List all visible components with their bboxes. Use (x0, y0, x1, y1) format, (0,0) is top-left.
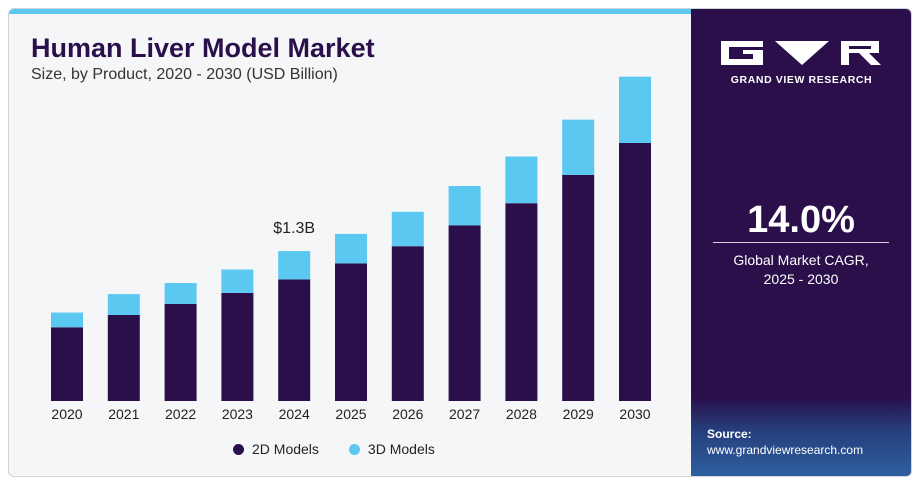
brand-name: GRAND VIEW RESEARCH (730, 74, 873, 86)
cagr-label: Global Market CAGR, 2025 - 2030 (691, 251, 911, 289)
x-tick-label-2023: 2023 (222, 406, 253, 422)
bar-2d-2023 (221, 292, 254, 401)
source-band (691, 397, 911, 476)
bar-3d-2027 (448, 186, 481, 226)
x-tick-label-2030: 2030 (619, 406, 650, 422)
bar-2d-2021 (107, 315, 140, 401)
x-tick-label-2022: 2022 (165, 406, 196, 422)
x-tick-label-2021: 2021 (108, 406, 139, 422)
bar-3d-2021 (107, 294, 140, 315)
x-tick-label-2029: 2029 (563, 406, 594, 422)
chart-subtitle: Size, by Product, 2020 - 2030 (USD Billi… (31, 66, 338, 83)
legend-label-3d: 3D Models (367, 441, 435, 457)
bar-3d-2026 (391, 211, 424, 247)
bar-3d-2029 (562, 119, 595, 175)
x-tick-label-2025: 2025 (335, 406, 366, 422)
bar-3d-2023 (221, 269, 254, 293)
grand-view-research-logo (721, 41, 881, 65)
cagr-value: 14.0% (747, 199, 855, 241)
bar-3d-2030 (619, 76, 651, 143)
bar-2d-2030 (619, 143, 651, 401)
x-tick-label-2027: 2027 (449, 406, 480, 422)
source-url: www.grandviewresearch.com (707, 443, 864, 457)
x-tick-label-2026: 2026 (392, 406, 423, 422)
legend-swatch-3d (348, 443, 360, 455)
bar-chart: 2020 2021 2022 2023 2024 $1.3B 2025 2026 2027 202… (51, 76, 651, 422)
legend-item-2d: 2D Models (233, 441, 319, 457)
bar-2d-2020 (51, 327, 83, 401)
bar-3d-2022 (164, 283, 197, 304)
bar-2d-2022 (164, 303, 197, 401)
bar-2d-2029 (562, 174, 595, 401)
chart-title: Human Liver Model Market (31, 33, 375, 63)
cagr-label-line2: 2025 - 2030 (763, 271, 839, 287)
legend: 2D Models 3D Models (233, 441, 435, 457)
sidebar-panel: GRAND VIEW RESEARCH 14.0% Global Market … (691, 9, 911, 476)
bar-3d-2020 (51, 312, 83, 328)
bar-3d-2024 (278, 251, 311, 280)
legend-swatch-2d (233, 443, 244, 455)
x-tick-label-2020: 2020 (51, 406, 82, 422)
bar-2d-2024 (278, 279, 311, 401)
cagr-label-line1: Global Market CAGR, (733, 252, 869, 268)
bar-3d-2025 (335, 233, 367, 264)
bar-2d-2027 (448, 225, 481, 401)
bar-2d-2028 (505, 203, 538, 401)
x-tick-label-2028: 2028 (506, 406, 537, 422)
chart-frame: Human Liver Model Market Size, by Produc… (8, 8, 912, 477)
source-label: Source: (707, 427, 752, 441)
bar-3d-2028 (505, 156, 538, 204)
data-label-2024: $1.3B (273, 220, 315, 237)
accent-bar (9, 9, 691, 14)
bar-2d-2025 (335, 263, 367, 401)
bar-2d-2026 (391, 246, 424, 401)
legend-label-2d: 2D Models (252, 441, 319, 457)
divider (713, 242, 889, 243)
legend-item-3d: 3D Models (348, 441, 435, 457)
x-tick-label-2024: 2024 (279, 406, 310, 422)
